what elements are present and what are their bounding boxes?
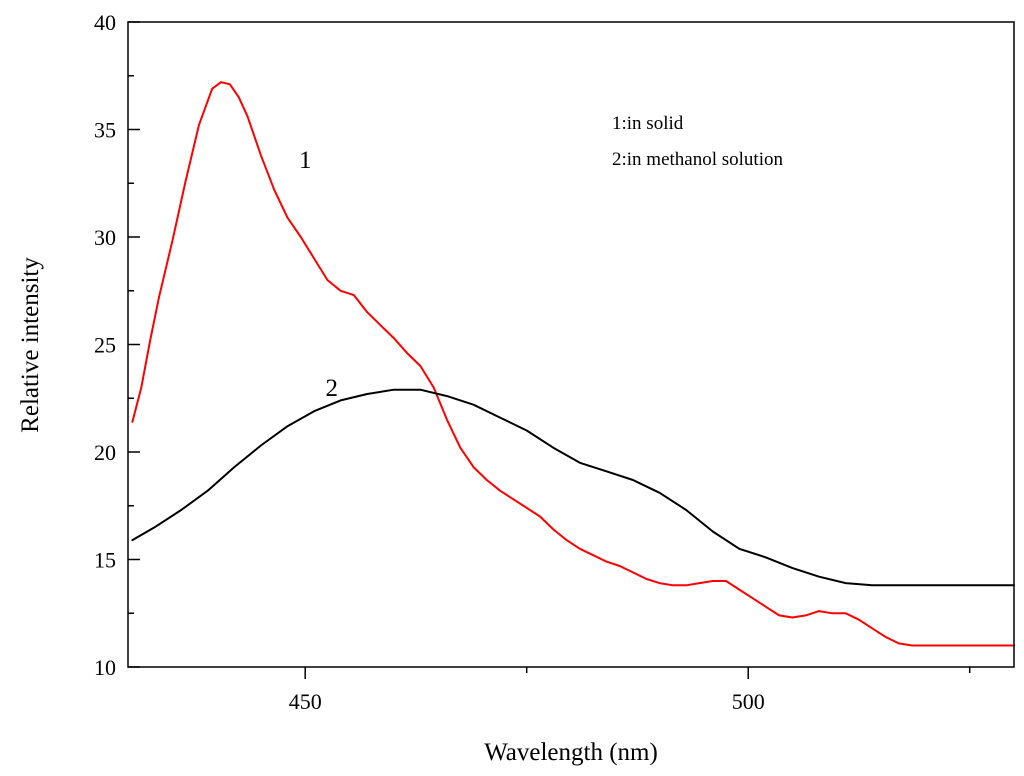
y-axis-title: Relative intensity	[17, 257, 44, 433]
y-tick-label: 40	[94, 10, 116, 35]
y-tick-label: 10	[94, 655, 116, 680]
series-line-2	[131, 388, 1015, 587]
y-tick-label: 20	[94, 440, 116, 465]
x-axis-title: Wavelength (nm)	[484, 739, 658, 766]
series-line-1	[131, 81, 1015, 647]
y-tick-label: 35	[94, 118, 116, 143]
x-tick-label: 500	[732, 689, 765, 714]
series-lines	[131, 81, 1015, 647]
y-tick-label: 25	[94, 333, 116, 358]
legend-entry-1: 1:in solid	[612, 113, 684, 134]
x-tick-label: 450	[289, 689, 322, 714]
y-tick-label: 30	[94, 225, 116, 250]
curve-label-1: 1	[299, 147, 312, 174]
curve-label-2: 2	[326, 375, 339, 402]
axis-ticks	[128, 21, 971, 679]
legend-entry-2: 2:in methanol solution	[612, 149, 783, 170]
y-tick-label: 15	[94, 548, 116, 573]
chart-text: Wavelength (nm) Relative intensity 1:in …	[17, 10, 783, 766]
